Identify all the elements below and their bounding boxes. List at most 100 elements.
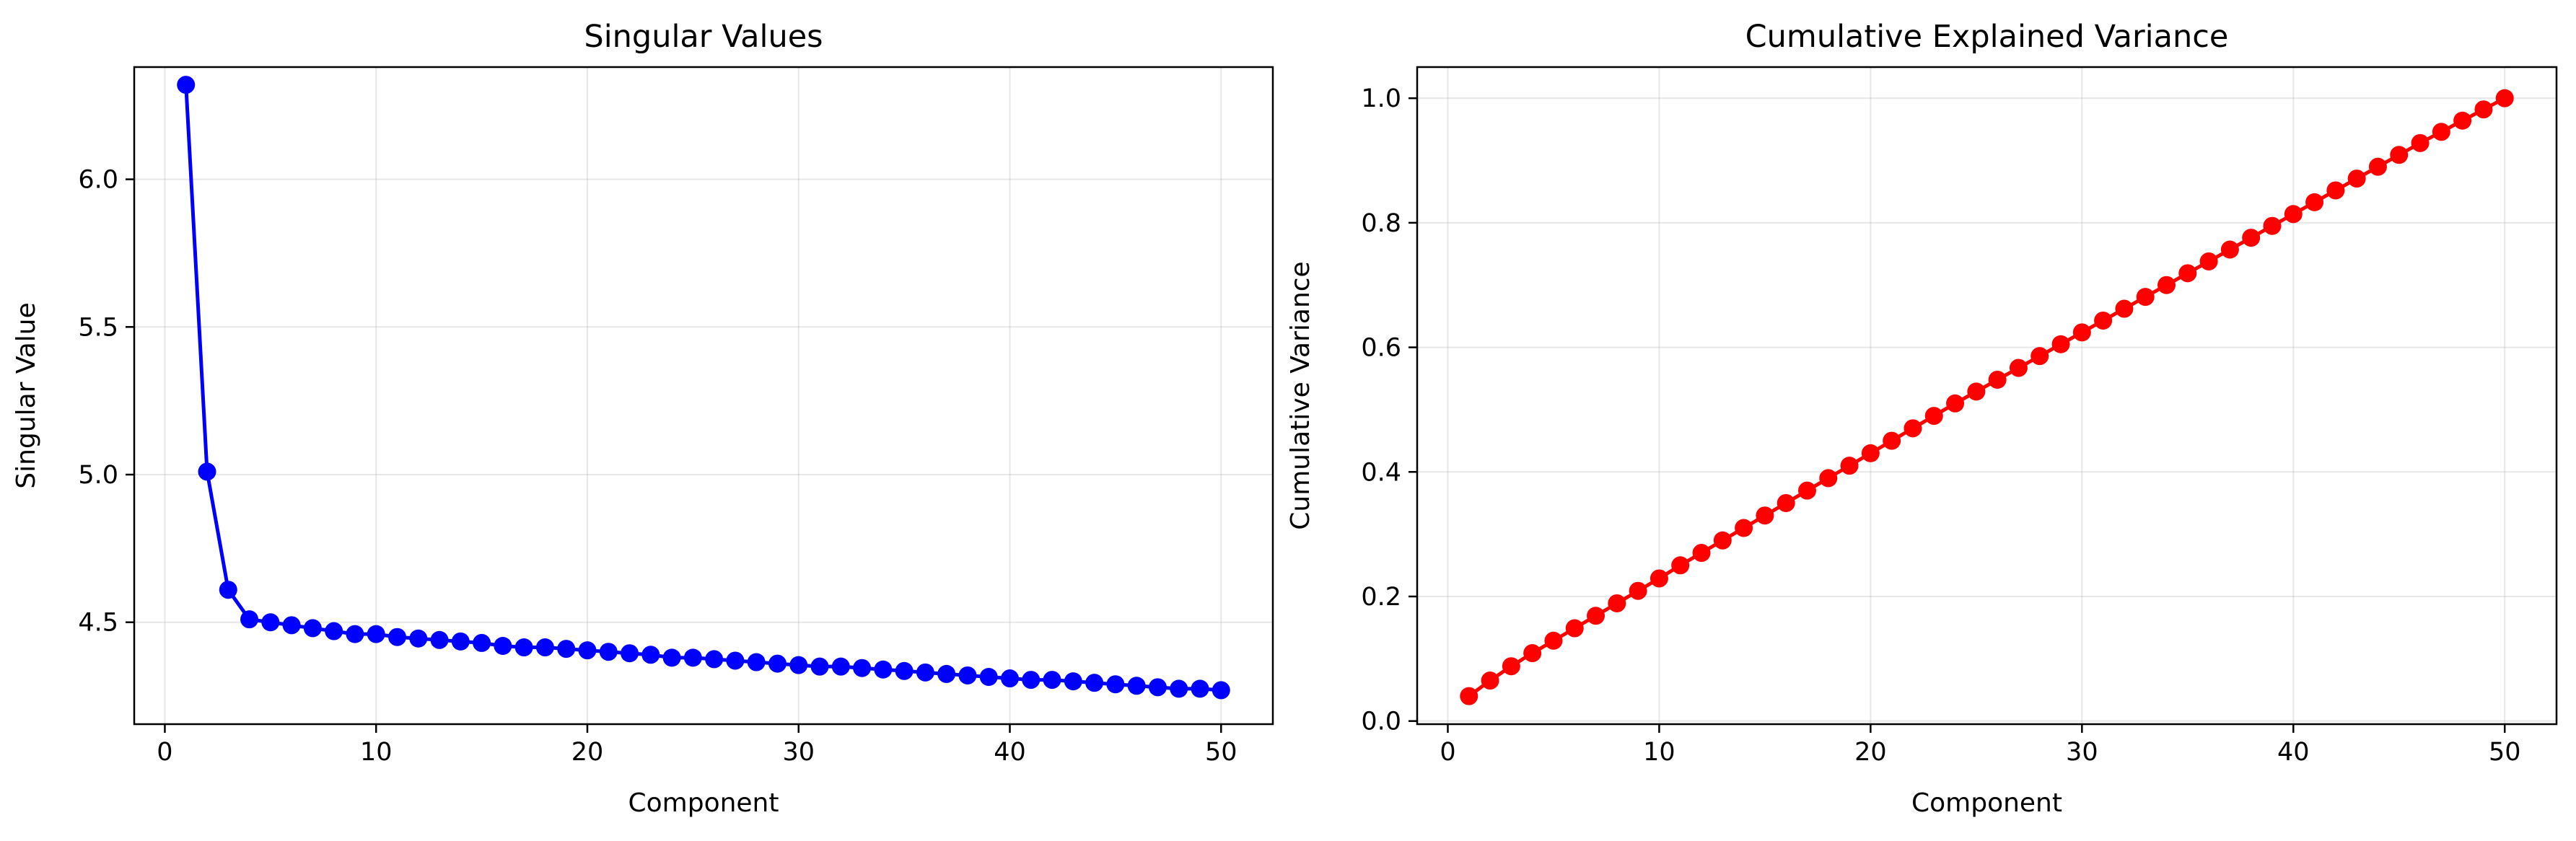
y-tick-label: 0.0 [1361,708,1401,736]
data-point [789,656,808,674]
data-point [325,622,343,640]
data-point [1692,544,1711,563]
data-point [937,664,956,683]
x-tick-label: 10 [1643,738,1675,767]
y-tick-label: 1.0 [1361,84,1401,113]
data-point [979,667,998,686]
data-point [895,661,914,680]
data-point [1903,419,1922,438]
x-tick-label: 20 [571,738,604,767]
data-point [2072,323,2091,342]
data-point [514,638,533,657]
x-tick-label: 0 [1440,738,1455,767]
data-point [1629,581,1647,600]
data-point [303,619,322,638]
x-tick-label: 40 [2277,738,2310,767]
data-point [2051,335,2070,353]
data-point [2094,311,2113,330]
data-point [1608,594,1626,612]
data-point [2368,157,2387,176]
data-point [1085,674,1104,692]
data-point [853,659,872,677]
data-point [1671,556,1690,575]
data-point [621,644,639,663]
data-point [2284,205,2303,224]
data-point [1481,672,1499,690]
data-point [1650,569,1668,588]
data-point [2326,181,2345,200]
data-point [473,633,491,652]
data-point [409,629,428,648]
x-axis-label: Component [628,788,779,818]
data-point [2220,240,2239,259]
plot-frame [1416,66,2558,726]
data-point [958,666,977,684]
x-tick-label: 50 [2489,738,2521,767]
data-point [177,76,196,94]
data-point [1502,657,1520,676]
data-point [2263,216,2282,235]
data-point [282,616,301,635]
y-tick-label: 0.4 [1361,458,1401,487]
x-tick-label: 0 [157,738,172,767]
data-point [2009,358,2028,377]
x-tick-label: 30 [2066,738,2098,767]
data-point [367,625,385,643]
data-point [1861,444,1880,462]
data-point [768,654,787,673]
data-point [1523,644,1542,663]
data-point [726,651,745,670]
data-point [1565,619,1584,638]
data-point [1043,671,1061,690]
data-point [2474,100,2493,119]
x-tick-label: 20 [1854,738,1887,767]
data-point [662,648,681,667]
y-tick-label: 5.5 [78,313,118,342]
data-point [2157,276,2176,294]
data-point [2432,123,2450,141]
data-point [494,636,512,655]
series-line [184,84,1222,692]
data-point [874,660,893,679]
data-point [2495,89,2514,107]
x-tick-label: 30 [782,738,815,767]
data-point [1127,677,1146,695]
x-axis-label: Component [1911,788,2062,818]
data-point [1713,531,1732,550]
data-point [1988,370,2007,389]
data-point [705,650,724,669]
data-point [578,641,597,660]
plot-frame [133,66,1274,726]
x-tick-label: 40 [994,738,1026,767]
chart-title: Singular Values [584,19,823,55]
data-point [261,613,280,632]
data-point [2305,193,2324,211]
data-point [2347,169,2366,188]
data-point [2136,288,2155,307]
data-point [557,640,576,659]
data-point [240,610,259,629]
data-point [599,643,618,661]
data-point [2453,111,2472,130]
data-point [1106,675,1125,694]
data-point [1967,382,1986,401]
data-point [2390,146,2409,164]
data-point [1840,457,1859,475]
y-tick-label: 6.0 [78,166,118,195]
data-point [2199,252,2218,270]
data-point [1544,631,1563,650]
data-point [1170,679,1188,698]
data-point [1064,672,1082,691]
y-tick-label: 5.0 [78,461,118,490]
y-axis-label: Cumulative Variance [1286,261,1315,529]
x-tick-label: 50 [1205,738,1237,767]
data-point [451,632,470,651]
data-point [831,657,850,676]
singular-values-chart: 0 10 20 30 40 50 4.5 5.0 5.5 6.0 Singular Values Co… [12,19,1274,818]
data-point [641,646,660,664]
data-point [1587,607,1605,625]
data-point [2178,264,2197,283]
data-point [1756,506,1774,525]
data-point [1212,681,1230,700]
data-point [535,638,554,657]
